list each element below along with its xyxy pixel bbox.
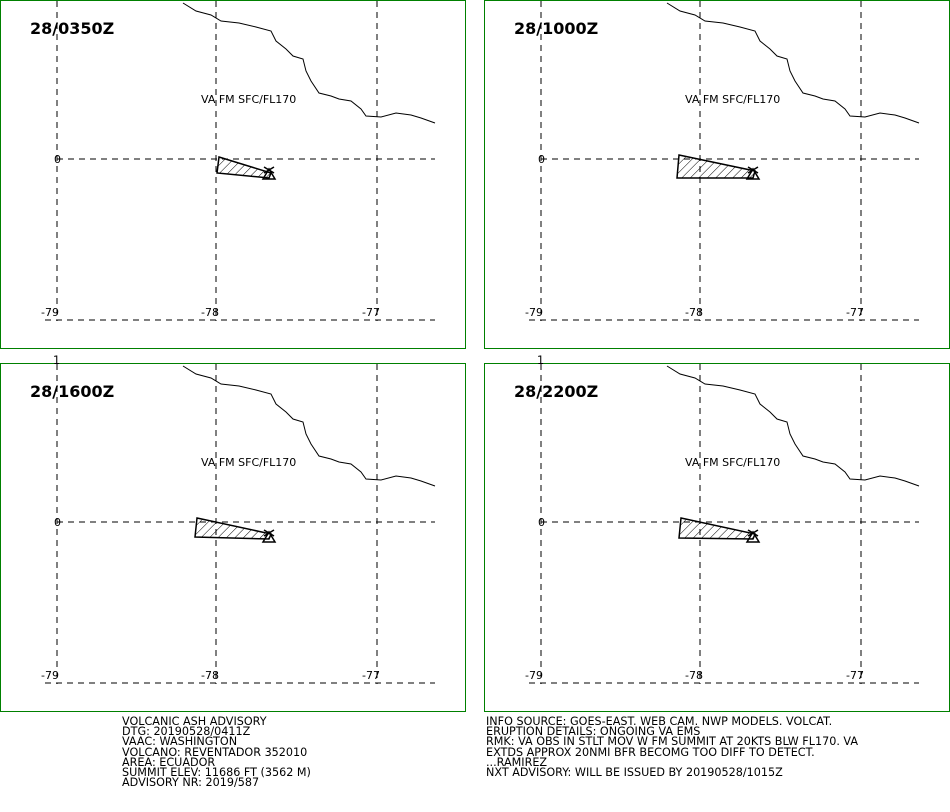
forecast-panel-2200z: VA FM SFC/FL170 0 -79 -78 -77 28/2200Z (484, 363, 950, 712)
panel-time-label: 28/1000Z (514, 19, 599, 38)
lat-lon-grid (529, 1, 919, 321)
lon-77-label: -77 (362, 669, 380, 682)
map-canvas: VA FM SFC/FL170 0 -79 -78 -77 (41, 1, 436, 321)
triangle-volcano-icon (261, 166, 277, 180)
lat-0-label: 0 (54, 516, 61, 529)
lon-78-label: -78 (685, 306, 703, 319)
advisory-line: NXT ADVISORY: WILL BE ISSUED BY 20190528… (486, 766, 783, 780)
forecast-panel-1600z: VA FM SFC/FL170 0 -79 -78 -77 28/1600Z (0, 363, 466, 712)
coastline (182, 2, 436, 124)
advisory-line: AREA: ECUADOR (122, 755, 216, 769)
forecast-panel-1000z: VA FM SFC/FL170 0 -79 -78 -77 28/1000Z (484, 0, 950, 349)
lon-78-label: -78 (201, 306, 219, 319)
ash-level-label: VA FM SFC/FL170 (201, 456, 296, 469)
lon-79-label: -79 (525, 669, 543, 682)
coastline (182, 365, 436, 487)
ash-cloud-area (216, 156, 272, 179)
panel-time-label: 28/0350Z (30, 19, 115, 38)
triangle-volcano-icon (745, 166, 761, 180)
advisory-line: RMK: VA OBS IN STLT MOV W FM SUMMIT AT 2… (486, 735, 859, 749)
lat-lon-grid (529, 364, 919, 684)
ash-cloud-area (194, 517, 273, 540)
ash-level-label: VA FM SFC/FL170 (685, 456, 780, 469)
lon-79-label: -79 (41, 306, 59, 319)
ash-level-label: VA FM SFC/FL170 (201, 93, 296, 106)
lon-79-label: -79 (41, 669, 59, 682)
lon-77-label: -77 (846, 306, 864, 319)
advisory-line: ERUPTION DETAILS: ONGOING VA EMS (486, 725, 701, 739)
advisory-header-block: VOLCANIC ASH ADVISORY DTG: 20190528/0411… (122, 715, 311, 790)
lon-78-label: -78 (685, 669, 703, 682)
advisory-line: ADVISORY NR: 2019/587 (122, 776, 260, 790)
advisory-line: SUMMIT ELEV: 11686 FT (3562 M) (122, 766, 311, 780)
panel-time-label: 28/1600Z (30, 382, 115, 401)
lat-lon-grid (45, 364, 435, 684)
map-canvas: VA FM SFC/FL170 0 -79 -78 -77 (525, 364, 920, 684)
lon-77-label: -77 (846, 669, 864, 682)
triangle-volcano-icon (261, 529, 277, 543)
advisory-line: VAAC: WASHINGTON (122, 735, 238, 749)
lon-77-label: -77 (362, 306, 380, 319)
lat-1-label-right: 1 (537, 354, 545, 367)
advisory-line: INFO SOURCE: GOES-EAST. WEB CAM. NWP MOD… (486, 715, 833, 728)
ash-cloud-area (676, 154, 756, 179)
advisory-line: ...RAMIREZ (486, 755, 548, 769)
ash-level-label: VA FM SFC/FL170 (685, 93, 780, 106)
map-canvas: VA FM SFC/FL170 0 -79 -78 -77 (525, 1, 920, 321)
coastline (666, 365, 920, 487)
advisory-line: DTG: 20190528/0411Z (122, 725, 251, 739)
lat-0-label: 0 (54, 153, 61, 166)
lat-0-label: 0 (538, 153, 545, 166)
coastline (666, 2, 920, 124)
lat-lon-grid (45, 1, 435, 321)
advisory-remarks-block: INFO SOURCE: GOES-EAST. WEB CAM. NWP MOD… (486, 715, 859, 780)
triangle-volcano-icon (745, 529, 761, 543)
advisory-line: EXTDS APPROX 20NMI BFR BECOMG TOO DIFF T… (486, 745, 815, 759)
panel-time-label: 28/2200Z (514, 382, 599, 401)
lon-79-label: -79 (525, 306, 543, 319)
lat-1-label-left: 1 (53, 354, 61, 367)
lon-78-label: -78 (201, 669, 219, 682)
lat-0-label: 0 (538, 516, 545, 529)
advisory-line: VOLCANIC ASH ADVISORY (122, 715, 267, 728)
advisory-line: VOLCANO: REVENTADOR 352010 (122, 745, 308, 759)
map-canvas: VA FM SFC/FL170 0 -79 -78 -77 (41, 364, 436, 684)
forecast-panel-0350z: VA FM SFC/FL170 0 -79 -78 -77 28/0350Z (0, 0, 466, 349)
ash-cloud-area (678, 517, 757, 540)
